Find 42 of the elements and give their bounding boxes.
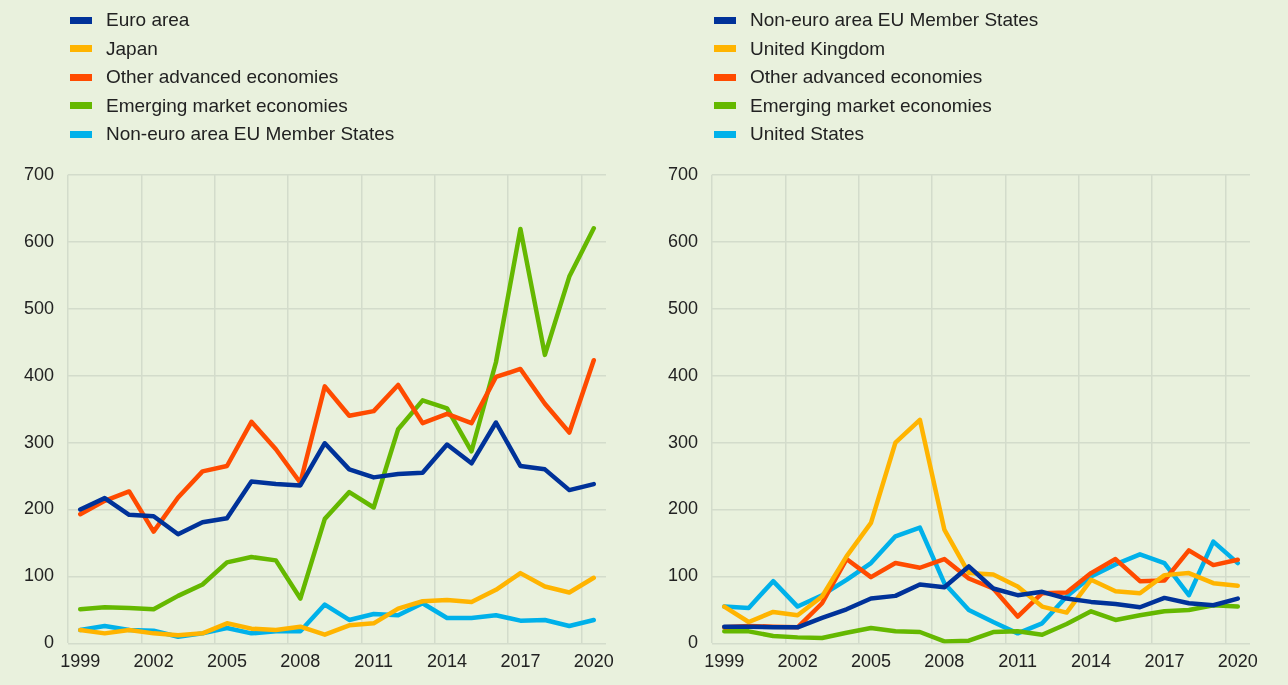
x-tick-label: 2002 <box>133 651 174 672</box>
x-tick-label: 2020 <box>1217 651 1258 672</box>
legend-label: Non-euro area EU Member States <box>106 123 395 146</box>
legend-label: United States <box>750 123 865 146</box>
y-tick-label: 600 <box>23 230 55 251</box>
legend-label: Non-euro area EU Member States <box>750 9 1039 32</box>
y-tick-label: 700 <box>667 163 699 184</box>
y-tick-label: 300 <box>667 431 699 452</box>
x-tick-label: 1999 <box>60 651 101 672</box>
x-tick-label: 2017 <box>1144 651 1185 672</box>
y-tick-label: 300 <box>23 431 55 452</box>
x-tick-label: 1999 <box>704 651 745 672</box>
x-tick-label: 2005 <box>850 651 891 672</box>
y-tick-label: 400 <box>23 364 55 385</box>
x-tick-label: 2017 <box>500 651 541 672</box>
y-tick-label: 100 <box>23 565 55 586</box>
y-tick-label: 100 <box>667 565 699 586</box>
x-tick-label: 2020 <box>573 651 614 672</box>
y-tick-label: 200 <box>23 498 55 519</box>
legend-label: Emerging market economies <box>750 94 992 117</box>
y-tick-label: 500 <box>667 297 699 318</box>
x-tick-label: 2008 <box>280 651 321 672</box>
legend-label: Japan <box>106 37 158 60</box>
y-tick-label: 700 <box>23 163 55 184</box>
x-tick-label: 2008 <box>924 651 965 672</box>
legend-label: Other advanced economies <box>750 66 983 89</box>
legend-label: Euro area <box>106 9 190 32</box>
y-tick-label: 400 <box>667 364 699 385</box>
legend-label: United Kingdom <box>750 37 886 60</box>
y-tick-label: 0 <box>44 632 55 653</box>
legend-label: Emerging market economies <box>106 94 348 117</box>
y-tick-label: 500 <box>23 297 55 318</box>
y-tick-label: 600 <box>667 230 699 251</box>
x-tick-label: 2014 <box>427 651 468 672</box>
y-tick-label: 200 <box>667 498 699 519</box>
x-tick-label: 2011 <box>998 651 1038 672</box>
x-tick-label: 2011 <box>354 651 394 672</box>
legend-label: Other advanced economies <box>106 66 339 89</box>
x-tick-label: 2002 <box>777 651 818 672</box>
y-tick-label: 0 <box>688 632 699 653</box>
x-tick-label: 2014 <box>1071 651 1112 672</box>
x-tick-label: 2005 <box>206 651 247 672</box>
